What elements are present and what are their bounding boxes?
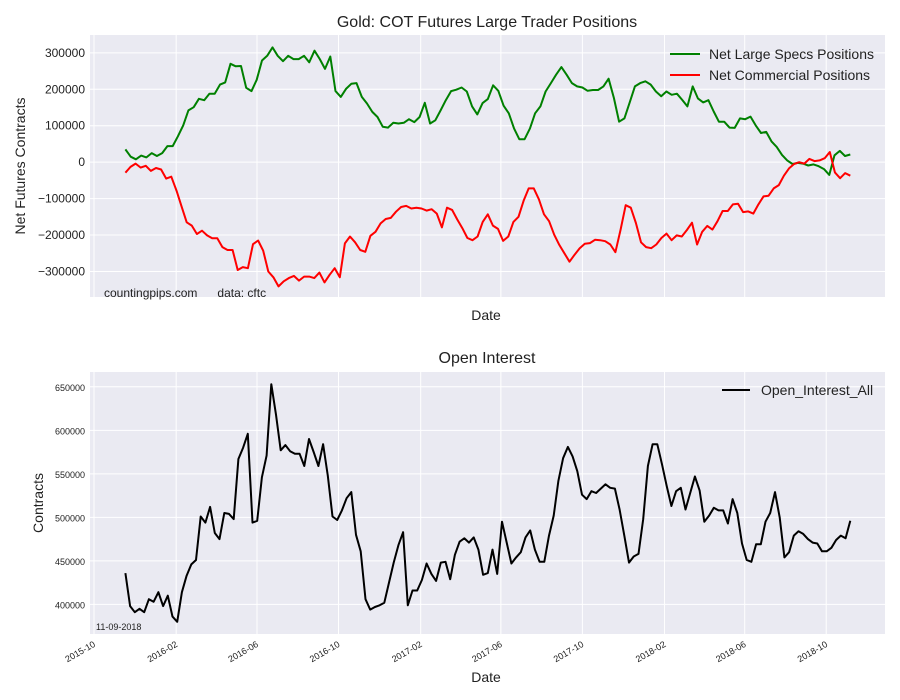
legend: Open_Interest_All bbox=[722, 382, 873, 398]
legend: Net Large Specs Positions Net Commercial… bbox=[670, 46, 874, 83]
source-annotation: countingpips.com data: cftc bbox=[104, 286, 266, 300]
cot-positions-chart: 300000 200000 100000 0 −100000 −200000 −300000… bbox=[12, 14, 885, 323]
y-axis-label: Contracts bbox=[30, 473, 46, 533]
series-line-open-interest-all bbox=[124, 383, 852, 623]
chart-title: Open Interest bbox=[439, 350, 537, 367]
y-tick-label: 100000 bbox=[45, 119, 85, 133]
y-tick-label: 0 bbox=[78, 155, 85, 169]
legend-label-open-interest: Open_Interest_All bbox=[761, 382, 873, 398]
y-axis-label: Net Futures Contracts bbox=[12, 98, 28, 235]
y-tick-label: 650000 bbox=[55, 383, 85, 393]
plot-area bbox=[90, 372, 885, 634]
y-tick-label: 300000 bbox=[45, 46, 85, 60]
series-line-net-large-specs-positions bbox=[124, 46, 851, 176]
y-tick-label: −300000 bbox=[38, 264, 85, 278]
y-tick-label: 550000 bbox=[55, 470, 85, 480]
y-tick-label: 400000 bbox=[55, 600, 85, 610]
chart-title: Gold: COT Futures Large Trader Positions bbox=[337, 14, 637, 31]
x-axis-label: Date bbox=[471, 669, 501, 685]
date-annotation: 11-09-2018 bbox=[96, 622, 141, 632]
y-tick-label: −200000 bbox=[38, 228, 85, 242]
y-tick-label: 500000 bbox=[55, 513, 85, 523]
y-tick-label: 450000 bbox=[55, 557, 85, 567]
open-interest-chart: 2015-10 2016-02 2016-06 2016-10 2017-02 2017-… bbox=[30, 350, 885, 685]
y-tick-label: 200000 bbox=[45, 82, 85, 96]
legend-label-commercial: Net Commercial Positions bbox=[709, 67, 870, 83]
y-tick-label: 600000 bbox=[55, 426, 85, 436]
x-axis-label: Date bbox=[471, 307, 501, 323]
y-tick-label: −100000 bbox=[38, 192, 85, 206]
series-line-net-commercial-positions bbox=[124, 151, 851, 288]
legend-label-specs: Net Large Specs Positions bbox=[709, 46, 874, 62]
plot-area bbox=[90, 35, 885, 297]
